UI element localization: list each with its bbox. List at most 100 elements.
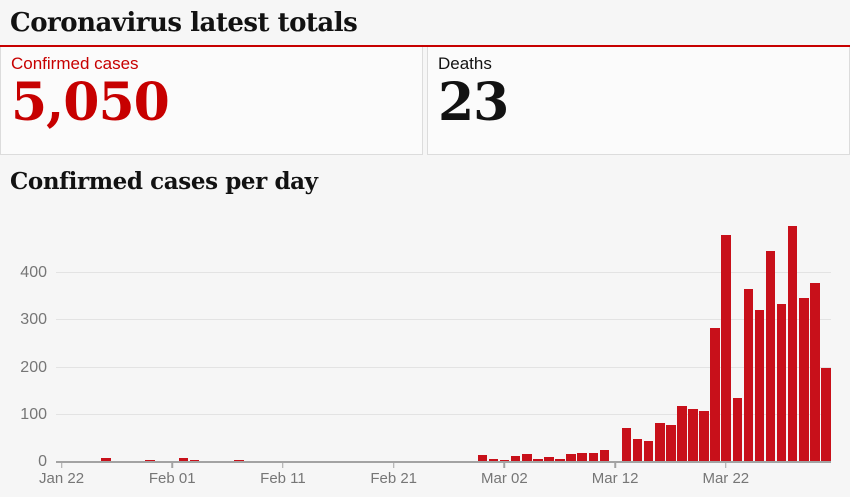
bar-Mar 11 <box>599 449 610 462</box>
bar-slot-Feb 17 <box>344 226 355 462</box>
bar-slot-Feb 16 <box>333 226 344 462</box>
x-axis-tick-Feb 11 <box>282 463 284 468</box>
bar-slot-Mar 08 <box>566 226 577 462</box>
bar-slot-Feb 12 <box>289 226 300 462</box>
confirmed-cases-value: 5,050 <box>11 71 170 133</box>
bar-Mar 16 <box>655 423 665 462</box>
bar-Mar 14 <box>632 439 643 462</box>
bar-slot-Mar 03 <box>510 226 521 462</box>
bar-slot-Mar 01 <box>488 226 499 462</box>
bar-slot-Feb 26 <box>444 226 455 462</box>
x-axis-label-Feb 21: Feb 21 <box>370 470 418 487</box>
bar-slot-Feb 05 <box>211 226 222 462</box>
bar-slot-Mar 05 <box>532 226 543 462</box>
bar-Mar 29 <box>799 297 809 462</box>
bar-slot-Jan 27 <box>111 226 122 462</box>
chart-title: Confirmed cases per day <box>10 167 318 195</box>
x-axis-tick-Feb 21 <box>392 463 395 468</box>
deaths-card: Deaths 23 <box>427 46 850 155</box>
x-axis-tick-Mar 12 <box>614 463 616 468</box>
bar-Mar 22 <box>721 234 731 462</box>
x-axis-tick-Mar 22 <box>725 463 727 468</box>
deaths-value: 23 <box>438 71 509 133</box>
bar-Mar 24 <box>743 289 754 462</box>
bar-slot-Jan 24 <box>78 226 89 462</box>
bar-Mar 25 <box>754 310 765 462</box>
bar-slot-Mar 28 <box>787 226 798 462</box>
bar-Mar 18 <box>677 405 687 462</box>
bar-slot-Mar 16 <box>654 226 665 462</box>
bar-slot-Feb 04 <box>200 226 211 462</box>
confirmed-cases-label: Confirmed cases <box>11 53 139 73</box>
y-axis-label-400: 400 <box>20 264 47 282</box>
bar-slot-Mar 22 <box>721 226 732 462</box>
bar-slot-Mar 13 <box>621 226 632 462</box>
bar-slot-Jan 28 <box>122 226 133 462</box>
bar-slot-Feb 27 <box>455 226 466 462</box>
bar-slot-Feb 28 <box>466 226 477 462</box>
bar-slot-Feb 02 <box>178 226 189 462</box>
bar-Mar 04 <box>522 453 532 462</box>
bar-slot-Mar 06 <box>543 226 554 462</box>
bar-slot-Mar 18 <box>676 226 687 462</box>
bar-Mar 31 <box>821 367 831 462</box>
bar-slot-Feb 29 <box>477 226 488 462</box>
y-axis-label-100: 100 <box>20 405 47 423</box>
bar-slot-Mar 30 <box>809 226 820 462</box>
bar-Feb 02 <box>178 458 189 462</box>
bar-Mar 26 <box>765 251 776 462</box>
x-axis-line <box>56 461 831 463</box>
x-axis-label-Feb 11: Feb 11 <box>260 470 306 487</box>
bar-slot-Feb 13 <box>300 226 311 462</box>
bar-Mar 09 <box>577 453 587 462</box>
bar-slot-Mar 24 <box>743 226 754 462</box>
bar-slot-Mar 04 <box>521 226 532 462</box>
x-axis-tick-Jan 22 <box>60 463 63 468</box>
bar-Mar 28 <box>787 226 798 462</box>
bar-Mar 10 <box>588 453 599 462</box>
bar-slot-Jan 31 <box>156 226 167 462</box>
bar-slot-Mar 25 <box>754 226 765 462</box>
bar-slot-Feb 06 <box>222 226 233 462</box>
bar-slot-Feb 14 <box>311 226 322 462</box>
bar-slot-Mar 31 <box>820 226 831 462</box>
bar-slot-Jan 22 <box>56 226 67 462</box>
bar-slot-Feb 21 <box>388 226 399 462</box>
bar-slot-Mar 27 <box>776 226 787 462</box>
bar-Mar 21 <box>710 328 720 462</box>
bar-slot-Mar 20 <box>699 226 710 462</box>
bar-slot-Feb 08 <box>244 226 255 462</box>
bar-slot-Mar 12 <box>610 226 621 462</box>
bar-slot-Jan 26 <box>100 226 111 462</box>
bar-slot-Feb 01 <box>167 226 178 462</box>
bar-slot-Mar 07 <box>555 226 566 462</box>
bar-slot-Feb 25 <box>433 226 444 462</box>
bar-Mar 08 <box>566 453 576 462</box>
deaths-label: Deaths <box>438 53 492 73</box>
bar-Mar 01 <box>488 459 499 462</box>
bar-Mar 06 <box>544 456 554 462</box>
bar-slot-Feb 10 <box>266 226 277 462</box>
bar-Mar 03 <box>511 455 521 462</box>
bar-Mar 13 <box>621 428 632 462</box>
bar-Mar 07 <box>555 458 565 462</box>
confirmed-cases-card: Confirmed cases 5,050 <box>0 46 423 155</box>
bar-Mar 19 <box>688 409 698 462</box>
bar-Mar 27 <box>776 304 787 462</box>
bar-slot-Feb 07 <box>233 226 244 462</box>
x-axis-tick-Feb 01 <box>171 463 173 468</box>
bar-slot-Mar 21 <box>710 226 721 462</box>
gridline-200 <box>56 366 831 368</box>
page-title: Coronavirus latest totals <box>10 8 358 38</box>
bar-Mar 30 <box>810 283 820 462</box>
y-axis-label-200: 200 <box>20 358 47 376</box>
bar-Feb 29 <box>477 455 488 462</box>
cases-per-day-bar-chart: 0 100 200 300 400 Jan 22 Feb 01 Feb 11 Feb 21 Ma… <box>20 226 831 487</box>
bar-slot-Mar 17 <box>665 226 676 462</box>
gridline-300 <box>56 319 831 321</box>
bar-slot-Feb 22 <box>399 226 410 462</box>
bar-Mar 15 <box>643 440 654 462</box>
bar-slot-Feb 15 <box>322 226 333 462</box>
x-axis-tick-Mar 02 <box>503 463 506 468</box>
